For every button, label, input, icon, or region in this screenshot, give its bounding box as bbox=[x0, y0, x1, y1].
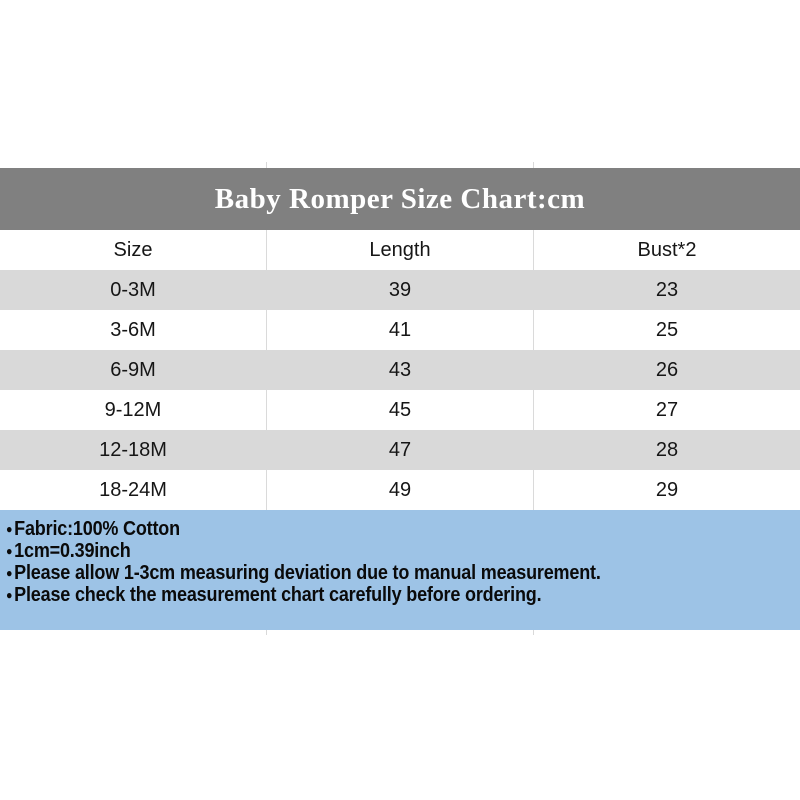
note-line: ● Please check the measurement chart car… bbox=[6, 584, 721, 606]
size-cell: 3-6M bbox=[0, 310, 267, 350]
size-cell: 0-3M bbox=[110, 278, 156, 301]
size-table: Size Length Bust*2 0-3M 39 23 3-6M 41 25… bbox=[0, 230, 800, 510]
bullet-icon: ● bbox=[6, 588, 13, 602]
size-cell: 12-18M bbox=[99, 438, 167, 461]
gridline-stub bbox=[533, 162, 534, 168]
table-row: 0-3M 39 23 bbox=[0, 270, 800, 310]
table-header-row: Size Length Bust*2 bbox=[0, 230, 800, 270]
header-length: Length bbox=[267, 230, 534, 270]
bust-cell: 28 bbox=[655, 438, 679, 461]
size-cell: 6-9M bbox=[110, 358, 156, 381]
table-row: 3-6M 41 25 bbox=[0, 310, 800, 350]
note-text: 1cm=0.39inch bbox=[14, 539, 131, 562]
size-cell: 9-12M bbox=[0, 390, 267, 430]
length-cell: 41 bbox=[267, 310, 534, 350]
note-line: ● Fabric:100% Cotton bbox=[6, 518, 721, 540]
table-row: 18-24M 49 29 bbox=[0, 470, 800, 510]
length-cell: 39 bbox=[388, 278, 412, 301]
size-cell: 18-24M bbox=[0, 470, 267, 510]
note-text: Please allow 1-3cm measuring deviation d… bbox=[14, 561, 601, 584]
bullet-icon: ● bbox=[6, 544, 13, 558]
gridline-stub bbox=[266, 162, 267, 168]
bust-cell: 23 bbox=[655, 278, 679, 301]
table-row: 9-12M 45 27 bbox=[0, 390, 800, 430]
gridline-stub bbox=[533, 630, 534, 635]
note-line: ● Please allow 1-3cm measuring deviation… bbox=[6, 562, 721, 584]
length-cell: 47 bbox=[388, 438, 412, 461]
bust-cell: 26 bbox=[655, 358, 679, 381]
table-row: 12-18M 47 28 bbox=[0, 430, 800, 470]
chart-title-bar: Baby Romper Size Chart:cm bbox=[0, 168, 800, 230]
notes-list: ● Fabric:100% Cotton ● 1cm=0.39inch ● Pl… bbox=[6, 518, 721, 606]
header-size: Size bbox=[0, 230, 267, 270]
header-bust: Bust*2 bbox=[637, 238, 697, 261]
bust-cell: 25 bbox=[655, 318, 679, 341]
note-text: Fabric:100% Cotton bbox=[14, 517, 180, 540]
bust-cell: 29 bbox=[655, 478, 679, 501]
length-cell: 43 bbox=[388, 358, 412, 381]
bullet-icon: ● bbox=[6, 522, 13, 536]
chart-title: Baby Romper Size Chart:cm bbox=[214, 182, 586, 215]
bullet-icon: ● bbox=[6, 566, 13, 580]
gridline-stub bbox=[266, 630, 267, 635]
notes-panel: ● Fabric:100% Cotton ● 1cm=0.39inch ● Pl… bbox=[0, 510, 800, 630]
note-line: ● 1cm=0.39inch bbox=[6, 540, 721, 562]
length-cell: 45 bbox=[267, 390, 534, 430]
length-cell: 49 bbox=[267, 470, 534, 510]
table-row: 6-9M 43 26 bbox=[0, 350, 800, 390]
bust-cell: 27 bbox=[655, 398, 679, 421]
note-text: Please check the measurement chart caref… bbox=[14, 583, 542, 606]
